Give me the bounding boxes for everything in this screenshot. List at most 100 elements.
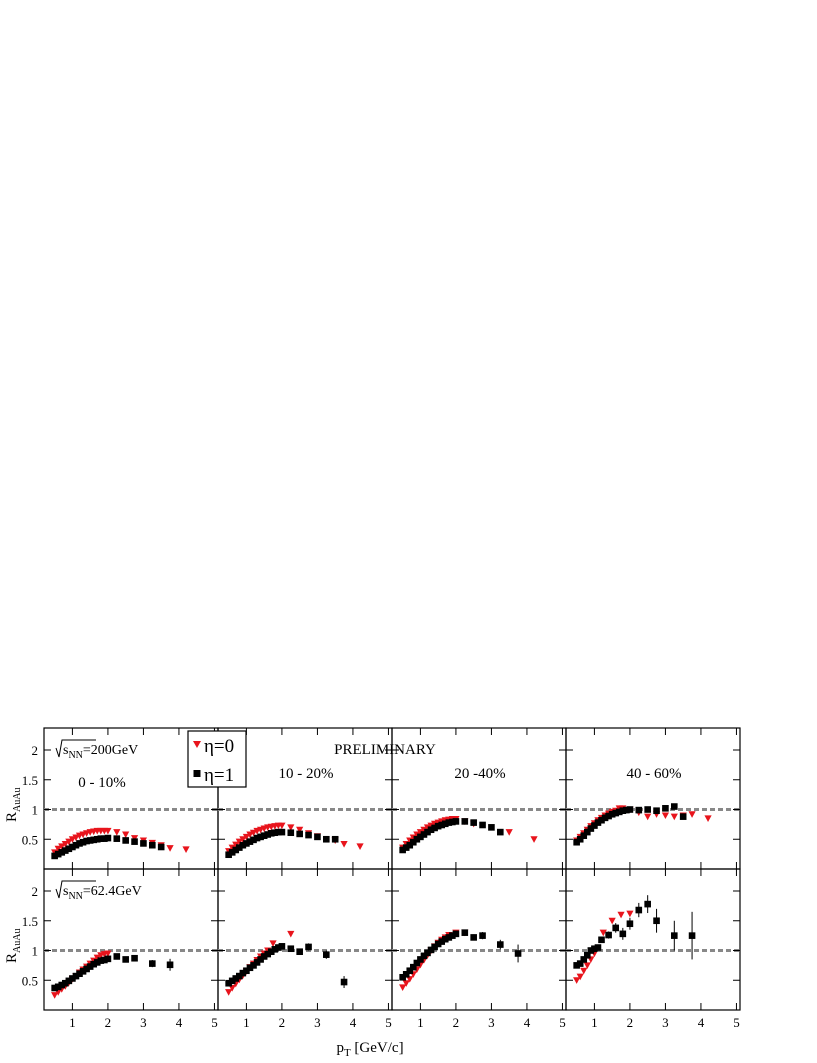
marker-triangle <box>104 827 112 835</box>
marker-triangle <box>626 910 634 918</box>
energy-symbol: s <box>63 743 68 758</box>
x-label-rest: [GeV/c] <box>351 1040 404 1056</box>
x-tick-label: 3 <box>314 1015 321 1030</box>
marker-square <box>243 840 250 847</box>
marker-square <box>323 951 330 958</box>
marker-square <box>605 931 612 939</box>
marker-square <box>253 959 261 966</box>
marker-square <box>296 948 303 955</box>
marker-square <box>104 834 112 842</box>
marker-square <box>79 968 87 975</box>
marker-square <box>417 956 424 963</box>
marker-square <box>239 969 247 977</box>
y-axis-label: RAuAu <box>4 788 23 822</box>
marker-triangle <box>228 844 236 852</box>
marker-square <box>688 932 696 939</box>
marker-square <box>90 836 98 844</box>
marker-square <box>296 830 303 838</box>
marker-triangle <box>617 911 625 919</box>
x-tick-label: 3 <box>488 1015 495 1030</box>
marker-square <box>122 837 129 844</box>
marker-square <box>149 960 156 967</box>
marker-triangle <box>228 984 236 992</box>
marker-square <box>587 825 595 832</box>
marker-square <box>608 810 616 818</box>
marker-square <box>420 952 428 960</box>
marker-triangle <box>182 846 190 853</box>
marker-square <box>113 953 121 960</box>
marker-triangle <box>420 826 428 834</box>
marker-square <box>449 932 456 939</box>
marker-square <box>424 949 431 957</box>
y-label-main: R <box>4 812 20 822</box>
y-tick-label: 1 <box>32 803 39 818</box>
marker-triangle <box>505 829 513 836</box>
legend-marker <box>193 770 201 777</box>
panel-title: 40 - 60% <box>627 766 682 782</box>
marker-square <box>598 936 605 944</box>
panel: 40 - 60% <box>565 727 741 870</box>
marker-square <box>305 943 312 951</box>
marker-square <box>225 979 232 987</box>
sqrt-sign <box>55 739 96 758</box>
marker-square <box>93 835 101 843</box>
marker-square <box>131 954 138 962</box>
y-tick-label: 0.5 <box>22 973 38 988</box>
marker-square <box>267 948 275 955</box>
marker-square <box>97 835 105 842</box>
marker-square <box>644 900 651 908</box>
panel-title: 20 -40% <box>454 766 505 782</box>
panel: 1 2 3 4 5 0.5 1 1.5 2 sNN=62.4GeV <box>22 868 219 1030</box>
panel-frame <box>565 727 741 870</box>
sqrt-sign <box>55 880 96 899</box>
marker-square <box>584 828 591 836</box>
marker-square <box>441 820 449 828</box>
marker-triangle <box>661 812 670 820</box>
marker-square <box>452 818 460 825</box>
y-tick-label: 2 <box>32 884 39 899</box>
x-tick-label: 1 <box>69 1015 76 1030</box>
legend-label: η=1 <box>204 765 234 786</box>
marker-square <box>275 944 282 951</box>
marker-square <box>497 828 504 836</box>
marker-square <box>434 940 442 948</box>
y-label-main: R <box>4 953 20 963</box>
marker-square <box>573 962 580 969</box>
marker-triangle <box>225 989 233 996</box>
marker-square <box>90 960 98 968</box>
x-tick-label: 3 <box>140 1015 147 1030</box>
marker-square <box>278 828 286 836</box>
marker-triangle <box>232 841 240 849</box>
marker-square <box>228 977 236 985</box>
marker-square <box>166 961 174 969</box>
panel-frame <box>217 868 393 1011</box>
x-tick-label: 2 <box>279 1015 286 1030</box>
marker-square <box>62 979 69 987</box>
marker-triangle <box>530 836 538 843</box>
x-tick-label: 5 <box>559 1015 566 1030</box>
marker-square <box>246 838 254 845</box>
marker-square <box>69 843 76 851</box>
marker-square <box>580 956 588 963</box>
marker-square <box>250 962 257 969</box>
marker-square <box>584 951 591 959</box>
marker-square <box>452 930 460 938</box>
marker-square <box>434 822 442 830</box>
x-tick-label: 3 <box>662 1015 669 1030</box>
y-label-subscript: AuAu <box>12 788 23 812</box>
marker-square <box>461 818 469 825</box>
marker-square <box>58 849 66 856</box>
marker-square <box>243 967 250 975</box>
energy-label: sNN=200GeV <box>63 743 138 761</box>
marker-square <box>54 850 62 858</box>
marker-square <box>260 832 268 839</box>
marker-square <box>257 956 264 963</box>
marker-square <box>626 920 634 928</box>
y-tick-label: 1.5 <box>22 773 38 788</box>
marker-triangle <box>278 822 286 830</box>
marker-square <box>54 983 62 991</box>
marker-square <box>76 970 83 978</box>
marker-triangle <box>58 843 66 850</box>
marker-triangle <box>72 834 80 842</box>
